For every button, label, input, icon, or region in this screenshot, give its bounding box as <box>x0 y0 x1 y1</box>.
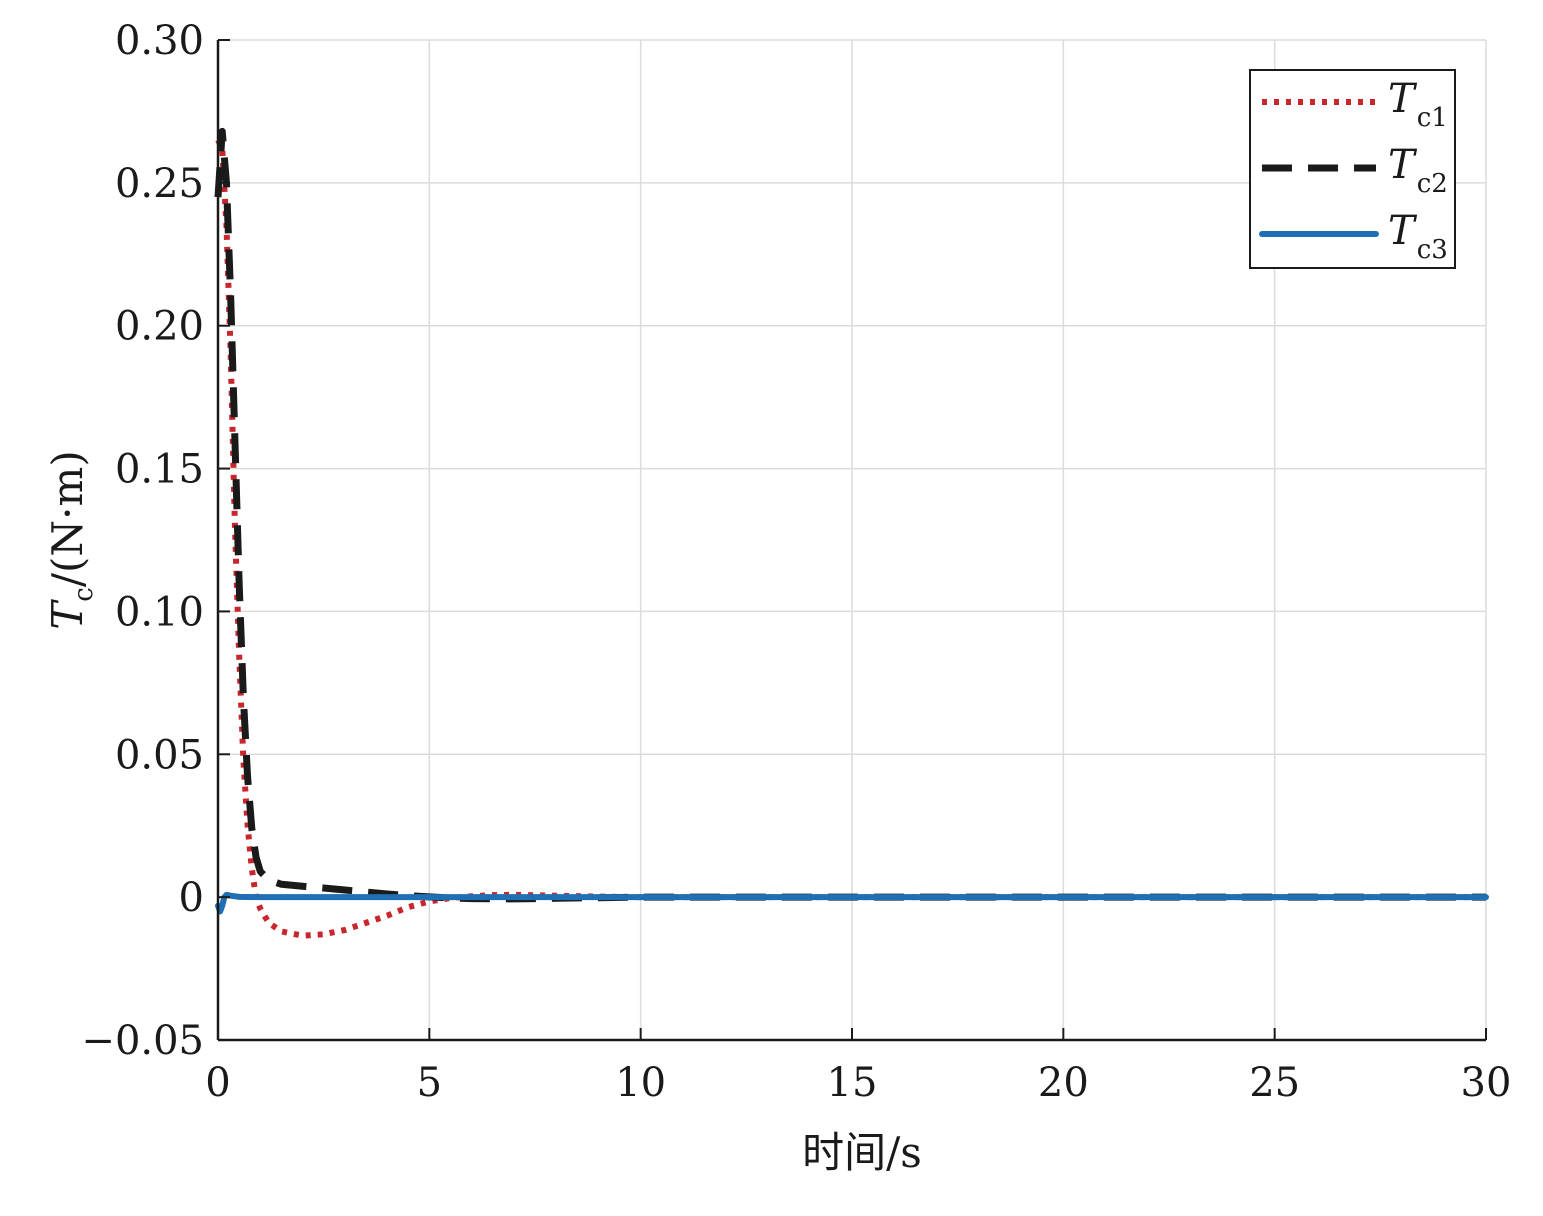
x-tick-labels: 0 5 10 15 20 25 30 <box>205 1060 1511 1106</box>
x-tick-label: 0 <box>205 1060 230 1106</box>
y-tick-labels: −0.05 0 0.05 0.10 0.15 0.20 0.25 0.30 <box>81 18 204 1064</box>
y-tick-label: 0.10 <box>115 589 204 635</box>
legend-label-c1: Tc1 <box>1388 76 1448 133</box>
series-line-c3 <box>215 891 1489 915</box>
x-axis-title: 时间/s <box>802 1128 922 1177</box>
legend-label-c2: Tc2 <box>1388 142 1448 199</box>
legend-label-c3: Tc3 <box>1388 208 1448 265</box>
legend: Tc1 Tc2 Tc3 <box>1249 69 1456 269</box>
x-tick-label: 5 <box>417 1060 442 1106</box>
y-tick-label: 0.30 <box>115 18 204 64</box>
series-line-c1 <box>215 138 1486 939</box>
x-tick-label: 20 <box>1038 1060 1089 1106</box>
y-axis-title-unit: /(N·m) <box>43 450 92 587</box>
y-tick-label: 0.20 <box>115 304 204 350</box>
y-tick-label: 0.15 <box>115 447 204 493</box>
y-axis-title-subscript: c <box>69 587 99 602</box>
y-tick-label: 0 <box>179 875 204 921</box>
x-tick-label: 30 <box>1461 1060 1512 1106</box>
y-axis-title-symbol: T <box>43 599 92 630</box>
y-tick-label: 0.25 <box>115 161 204 207</box>
y-tick-label: 0.05 <box>115 732 204 778</box>
series-group <box>214 127 1489 939</box>
series-line-c2 <box>214 127 1486 903</box>
x-tick-label: 15 <box>827 1060 878 1106</box>
y-axis-title: Tc/(N·m) <box>43 450 99 629</box>
x-tick-label: 10 <box>615 1060 666 1106</box>
y-tick-label: −0.05 <box>81 1018 204 1064</box>
x-tick-label: 25 <box>1249 1060 1300 1106</box>
axes <box>216 39 1487 1042</box>
